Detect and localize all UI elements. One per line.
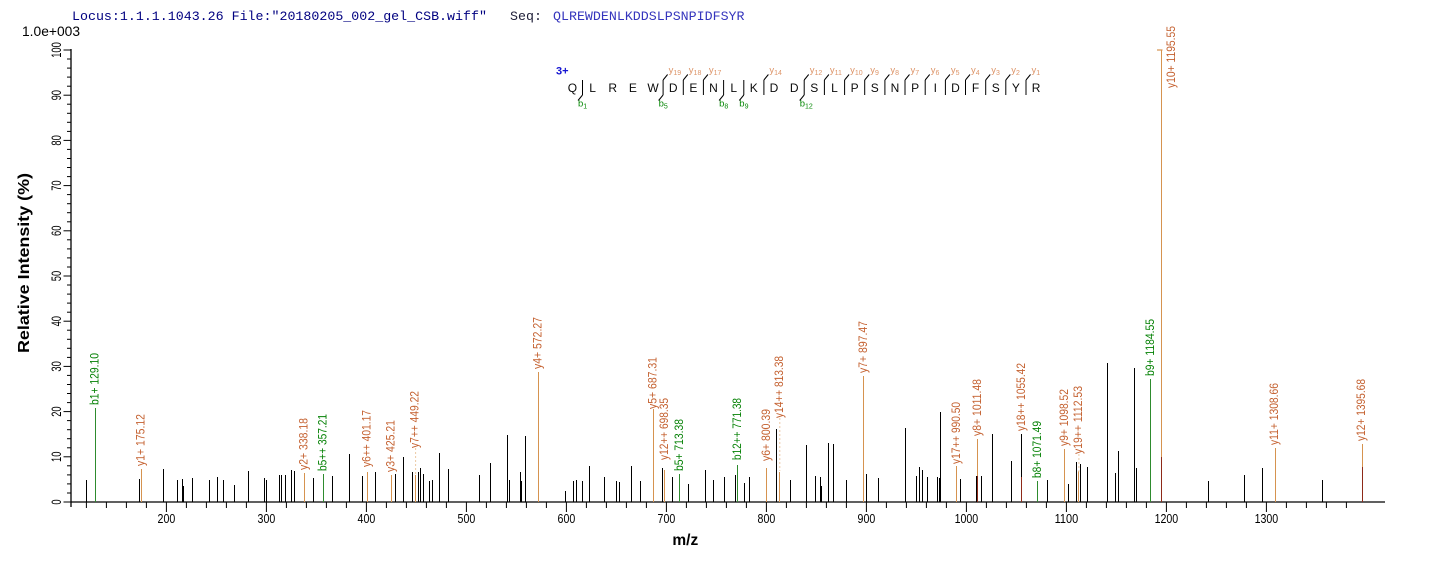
svg-text:y11+ 1308.66: y11+ 1308.66 bbox=[1269, 383, 1281, 445]
svg-text:Locus:1.1.1.1043.26 File:"2018: Locus:1.1.1.1043.26 File:"20180205_002_g… bbox=[72, 9, 487, 24]
svg-text:y3+ 425.21: y3+ 425.21 bbox=[386, 420, 398, 472]
svg-text:y8: y8 bbox=[890, 65, 899, 77]
svg-text:b8: b8 bbox=[719, 99, 728, 111]
svg-text:y7++ 449.22: y7++ 449.22 bbox=[410, 391, 422, 448]
svg-text:y5+ 687.31: y5+ 687.31 bbox=[648, 357, 660, 409]
svg-text:700: 700 bbox=[658, 511, 676, 526]
svg-text:Y: Y bbox=[1012, 81, 1020, 95]
svg-text:F: F bbox=[972, 81, 979, 95]
svg-text:y7: y7 bbox=[911, 65, 920, 77]
svg-text:1200: 1200 bbox=[1155, 511, 1179, 526]
svg-text:y9: y9 bbox=[870, 65, 879, 77]
svg-text:m/z: m/z bbox=[672, 532, 698, 549]
svg-text:y6: y6 bbox=[931, 65, 940, 77]
svg-text:y1+ 175.12: y1+ 175.12 bbox=[136, 414, 148, 466]
svg-text:y4+ 572.27: y4+ 572.27 bbox=[533, 317, 545, 369]
svg-text:y2+ 338.18: y2+ 338.18 bbox=[299, 418, 311, 470]
svg-text:y6++ 401.17: y6++ 401.17 bbox=[362, 410, 374, 467]
svg-text:b1: b1 bbox=[578, 99, 587, 111]
svg-text:90: 90 bbox=[48, 90, 64, 101]
svg-text:y17++ 990.50: y17++ 990.50 bbox=[951, 402, 963, 464]
svg-text:L: L bbox=[730, 81, 737, 95]
svg-text:b1+ 129.10: b1+ 129.10 bbox=[90, 353, 102, 405]
svg-text:y4: y4 bbox=[971, 65, 980, 77]
svg-text:y19++ 1112.53: y19++ 1112.53 bbox=[1073, 386, 1085, 454]
svg-text:300: 300 bbox=[258, 511, 276, 526]
svg-text:70: 70 bbox=[48, 180, 64, 191]
svg-text:900: 900 bbox=[858, 511, 876, 526]
svg-text:D: D bbox=[790, 81, 799, 95]
svg-text:y9+ 1098.52: y9+ 1098.52 bbox=[1059, 389, 1071, 446]
svg-text:D: D bbox=[951, 81, 960, 95]
svg-text:50: 50 bbox=[48, 271, 64, 282]
svg-text:P: P bbox=[911, 81, 919, 95]
svg-text:L: L bbox=[589, 81, 596, 95]
svg-text:200: 200 bbox=[158, 511, 176, 526]
svg-text:Seq:: Seq: bbox=[510, 9, 542, 24]
svg-text:b5: b5 bbox=[659, 99, 668, 111]
svg-text:D: D bbox=[669, 81, 678, 95]
svg-text:1000: 1000 bbox=[955, 511, 979, 526]
svg-text:y12+ 1395.68: y12+ 1395.68 bbox=[1356, 379, 1368, 441]
svg-text:b9: b9 bbox=[739, 99, 748, 111]
svg-text:20: 20 bbox=[48, 406, 64, 417]
svg-text:b5+ 713.38: b5+ 713.38 bbox=[674, 419, 686, 471]
svg-text:y5: y5 bbox=[951, 65, 960, 77]
svg-text:y2: y2 bbox=[1011, 65, 1020, 77]
svg-text:y10+ 1195.55: y10+ 1195.55 bbox=[1166, 26, 1178, 88]
svg-text:N: N bbox=[709, 81, 718, 95]
svg-text:N: N bbox=[891, 81, 900, 95]
svg-text:S: S bbox=[810, 81, 818, 95]
svg-text:Relative Intensity (%): Relative Intensity (%) bbox=[16, 173, 33, 353]
svg-text:1300: 1300 bbox=[1255, 511, 1279, 526]
svg-text:40: 40 bbox=[48, 316, 64, 327]
svg-text:R: R bbox=[1032, 81, 1041, 95]
svg-text:S: S bbox=[871, 81, 879, 95]
svg-text:80: 80 bbox=[48, 135, 64, 146]
svg-text:Q: Q bbox=[568, 81, 577, 95]
svg-text:E: E bbox=[629, 81, 637, 95]
svg-text:y7+ 897.47: y7+ 897.47 bbox=[858, 321, 870, 373]
svg-text:S: S bbox=[992, 81, 1000, 95]
svg-text:500: 500 bbox=[458, 511, 476, 526]
svg-text:800: 800 bbox=[758, 511, 776, 526]
svg-text:P: P bbox=[851, 81, 859, 95]
svg-text:QLREWDENLKDDSLPSNPIDFSYR: QLREWDENLKDDSLPSNPIDFSYR bbox=[553, 9, 745, 24]
svg-text:y8+ 1011.48: y8+ 1011.48 bbox=[972, 379, 984, 436]
svg-text:0: 0 bbox=[48, 499, 64, 504]
svg-text:y3: y3 bbox=[991, 65, 1000, 77]
svg-text:100: 100 bbox=[48, 42, 64, 58]
svg-text:E: E bbox=[689, 81, 697, 95]
svg-text:I: I bbox=[934, 81, 937, 95]
svg-text:K: K bbox=[750, 81, 758, 95]
svg-text:y6+ 800.39: y6+ 800.39 bbox=[761, 409, 773, 461]
svg-text:y14++ 813.38: y14++ 813.38 bbox=[774, 356, 786, 418]
svg-text:b9+ 1184.55: b9+ 1184.55 bbox=[1145, 319, 1157, 376]
svg-text:b5++ 357.21: b5++ 357.21 bbox=[318, 414, 330, 471]
svg-text:400: 400 bbox=[358, 511, 376, 526]
svg-text:10: 10 bbox=[48, 451, 64, 462]
svg-text:W: W bbox=[647, 81, 659, 95]
svg-text:1100: 1100 bbox=[1055, 511, 1079, 526]
svg-text:3+: 3+ bbox=[556, 66, 569, 78]
svg-text:L: L bbox=[831, 81, 838, 95]
svg-text:30: 30 bbox=[48, 361, 64, 372]
svg-text:60: 60 bbox=[48, 225, 64, 236]
svg-text:R: R bbox=[608, 81, 617, 95]
svg-text:600: 600 bbox=[558, 511, 576, 526]
svg-text:D: D bbox=[770, 81, 779, 95]
svg-text:y12++ 698.35: y12++ 698.35 bbox=[659, 398, 671, 460]
svg-text:y1: y1 bbox=[1032, 65, 1041, 77]
svg-text:b8+ 1071.49: b8+ 1071.49 bbox=[1032, 421, 1044, 478]
svg-text:b12++ 771.38: b12++ 771.38 bbox=[732, 398, 744, 460]
svg-text:y18++ 1055.42: y18++ 1055.42 bbox=[1016, 363, 1028, 431]
svg-text:1.0e+003: 1.0e+003 bbox=[22, 24, 80, 39]
